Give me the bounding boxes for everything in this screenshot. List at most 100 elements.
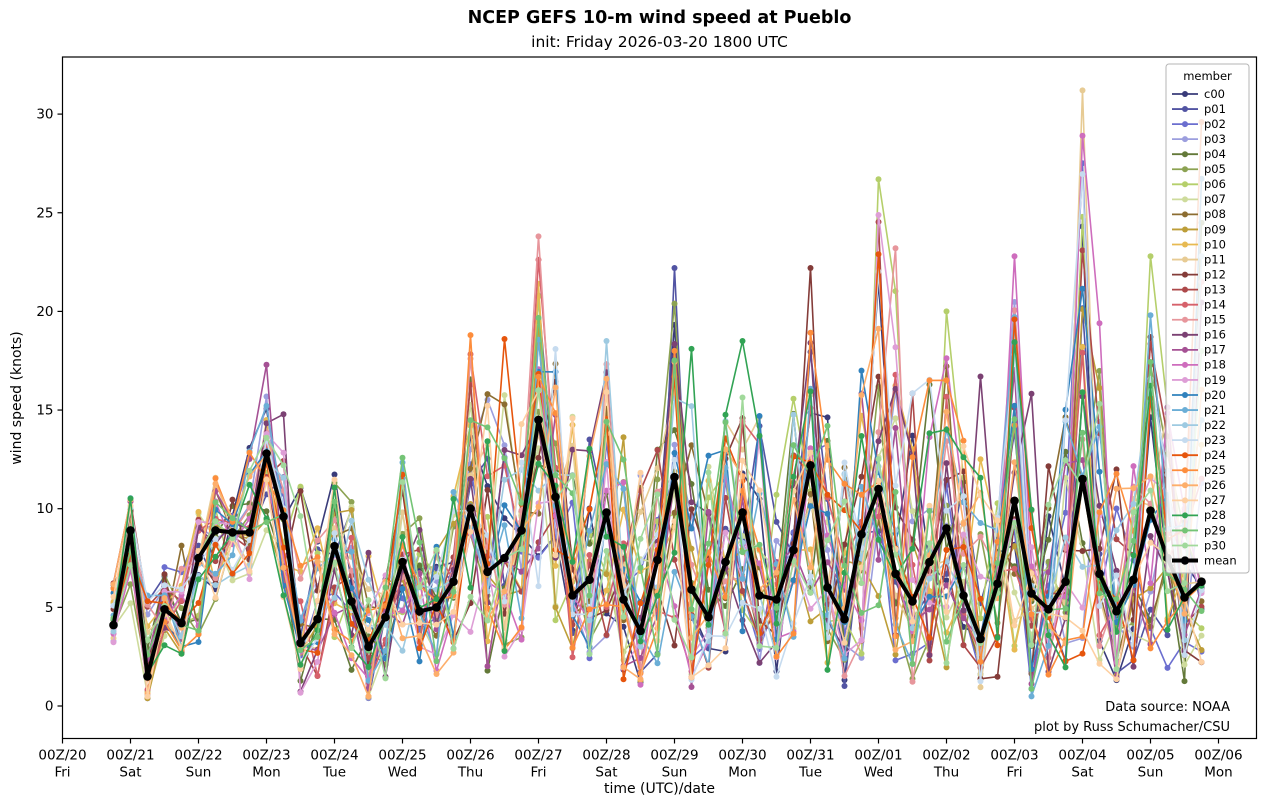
annotation-datasource: Data source: NOAA [1105, 700, 1230, 715]
legend-item-p01: p01 [1172, 102, 1226, 116]
x-tick-day: Tue [798, 765, 822, 781]
legend-item-p05: p05 [1172, 162, 1226, 176]
legend-item-p18: p18 [1172, 358, 1226, 372]
x-tick-utc: 00Z/04 [1058, 748, 1106, 764]
legend-item-label: mean [1204, 553, 1237, 567]
x-tick-day: Fri [1006, 765, 1022, 781]
legend-item-label: p04 [1204, 147, 1226, 161]
legend-item-label: p27 [1204, 493, 1226, 507]
x-tick-utc: 00Z/26 [446, 748, 494, 764]
legend-item-p25: p25 [1172, 463, 1226, 477]
x-axis-label: time (UTC)/date [603, 781, 716, 797]
legend-item-p14: p14 [1172, 298, 1226, 312]
chart-subtitle: init: Friday 2026-03-20 1800 UTC [531, 33, 788, 51]
x-tick-utc: 00Z/29 [650, 748, 698, 764]
x-tick-day: Wed [864, 765, 893, 781]
x-tick-utc: 00Z/23 [242, 748, 290, 764]
x-tick-day: Sat [595, 765, 617, 781]
legend-item-p03: p03 [1172, 132, 1226, 146]
x-tick-utc: 00Z/31 [786, 748, 834, 764]
x-tick-utc: 00Z/21 [106, 748, 154, 764]
legend-item-label: p07 [1204, 192, 1226, 206]
legend-item-label: p25 [1204, 463, 1226, 477]
legend-item-p06: p06 [1172, 177, 1226, 191]
x-tick-utc: 00Z/05 [1126, 748, 1174, 764]
legend-item-label: p23 [1204, 433, 1226, 447]
x-tick-utc: 00Z/30 [718, 748, 766, 764]
y-tick-label: 30 [36, 107, 53, 123]
legend-item-label: p05 [1204, 162, 1226, 176]
x-tick-utc: 00Z/02 [922, 748, 970, 764]
legend-item-p19: p19 [1172, 373, 1226, 387]
legend-item-c00: c00 [1172, 87, 1225, 101]
x-tick-day: Sat [1071, 765, 1093, 781]
legend-item-p11: p11 [1172, 252, 1226, 266]
x-tick-day: Sat [119, 765, 141, 781]
legend-item-label: p21 [1204, 403, 1226, 417]
y-tick-label: 5 [45, 600, 54, 616]
mean-line [109, 415, 1206, 681]
x-tick-utc: 00Z/01 [854, 748, 902, 764]
legend-item-p13: p13 [1172, 282, 1226, 296]
legend-item-label: p13 [1204, 282, 1226, 296]
legend-item-p30: p30 [1172, 538, 1226, 552]
x-tick-utc: 00Z/22 [174, 748, 222, 764]
legend-item-label: p30 [1204, 538, 1226, 552]
x-tick-day: Wed [388, 765, 417, 781]
legend-item-label: p18 [1204, 358, 1226, 372]
x-tick-utc: 00Z/24 [310, 748, 358, 764]
legend-item-p17: p17 [1172, 343, 1226, 357]
x-tick-utc: 00Z/06 [1194, 748, 1242, 764]
y-tick-label: 10 [36, 501, 53, 517]
legend-item-mean: mean [1172, 553, 1237, 567]
legend-item-label: p22 [1204, 418, 1226, 432]
y-tick-label: 15 [36, 403, 53, 419]
legend-item-p08: p08 [1172, 207, 1226, 221]
y-tick-label: 0 [45, 699, 54, 715]
legend-item-label: p16 [1204, 328, 1226, 342]
x-tick-day: Mon [1204, 765, 1232, 781]
x-tick-day: Sun [186, 765, 212, 781]
x-tick-day: Thu [933, 765, 959, 781]
x-tick-day: Fri [54, 765, 70, 781]
legend-item-label: p08 [1204, 207, 1226, 221]
x-tick-day: Fri [530, 765, 546, 781]
x-tick-day: Sun [662, 765, 688, 781]
legend-item-label: p28 [1204, 508, 1226, 522]
annotation-credit: plot by Russ Schumacher/CSU [1034, 720, 1230, 735]
legend-item-label: p01 [1204, 102, 1226, 116]
x-tick-utc: 00Z/20 [38, 748, 86, 764]
source-annotation: Data source: NOAA plot by Russ Schumache… [830, 698, 1230, 738]
legend-item-label: p26 [1204, 478, 1226, 492]
legend-item-p20: p20 [1172, 388, 1226, 402]
legend-item-label: p20 [1204, 388, 1226, 402]
legend-item-p23: p23 [1172, 433, 1226, 447]
legend-item-label: p10 [1204, 237, 1226, 251]
legend-item-label: p15 [1204, 313, 1226, 327]
x-tick-day: Thu [457, 765, 483, 781]
legend-item-p04: p04 [1172, 147, 1226, 161]
x-tick-day: Mon [728, 765, 756, 781]
legend-item-p24: p24 [1172, 448, 1226, 462]
x-tick-day: Tue [322, 765, 346, 781]
legend-item-label: p06 [1204, 177, 1226, 191]
x-tick-utc: 00Z/27 [514, 748, 562, 764]
legend-item-p29: p29 [1172, 523, 1226, 537]
legend-item-p12: p12 [1172, 267, 1226, 281]
plot-border [61, 56, 1258, 740]
legend-item-p10: p10 [1172, 237, 1226, 251]
legend-item-label: p17 [1204, 343, 1226, 357]
legend-item-label: p19 [1204, 373, 1226, 387]
x-tick-day: Sun [1138, 765, 1164, 781]
legend-item-p26: p26 [1172, 478, 1226, 492]
legend-item-label: p11 [1204, 252, 1226, 266]
legend-item-p15: p15 [1172, 313, 1226, 327]
legend-item-label: p09 [1204, 222, 1226, 236]
legend-item-label: p14 [1204, 298, 1226, 312]
y-axis-ticks: 0 5 10 15 20 25 30 [36, 107, 63, 715]
x-tick-utc: 00Z/28 [582, 748, 630, 764]
legend-item-p28: p28 [1172, 508, 1226, 522]
